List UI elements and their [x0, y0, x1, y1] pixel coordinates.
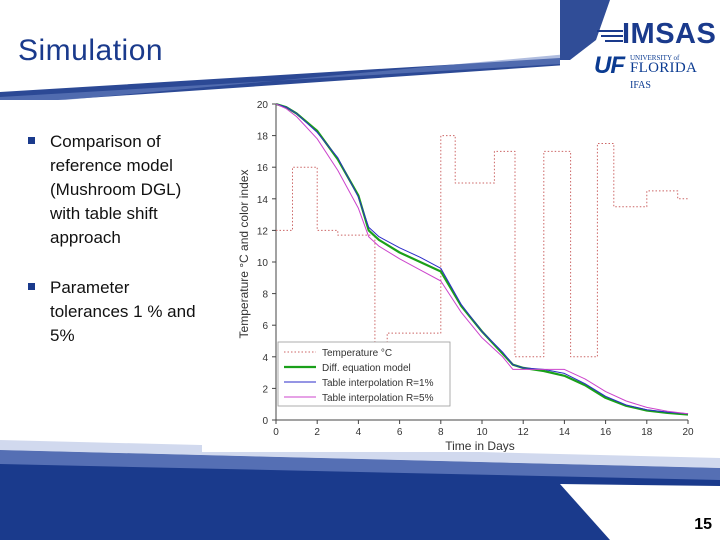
florida-text: FLORIDA	[630, 60, 698, 76]
y-tick-label: 0	[262, 416, 268, 427]
y-tick-label: 8	[262, 290, 268, 301]
x-axis-label: Time in Days	[445, 439, 515, 452]
series-temperature	[276, 135, 688, 358]
bullet-text: Comparison of reference model (Mushroom …	[50, 132, 182, 247]
x-tick-label: 0	[273, 427, 279, 438]
series-table-5pct	[275, 103, 689, 415]
legend-label: Diff. equation model	[322, 363, 411, 374]
x-tick-label: 14	[559, 427, 571, 438]
bullet-item: Parameter tolerances 1 % and 5%	[28, 276, 208, 348]
x-tick-label: 16	[600, 427, 612, 438]
imsas-logo: IMSAS	[622, 18, 717, 50]
bullet-item: Comparison of reference model (Mushroom …	[28, 130, 208, 250]
legend-label: Table interpolation R=5%	[322, 393, 434, 404]
x-tick-label: 4	[356, 427, 362, 438]
x-tick-label: 6	[397, 427, 403, 438]
bullet-square-icon	[28, 283, 35, 290]
x-tick-label: 2	[314, 427, 320, 438]
legend-label: Temperature °C	[322, 348, 392, 359]
ifas-text: IFAS	[630, 80, 651, 91]
imsas-lines-icon	[597, 30, 623, 42]
y-tick-label: 20	[257, 100, 269, 111]
footer-band	[0, 440, 720, 540]
x-tick-label: 10	[476, 427, 488, 438]
slide-title: Simulation	[18, 34, 164, 67]
x-tick-label: 20	[682, 427, 694, 438]
y-tick-label: 10	[257, 258, 269, 269]
y-tick-label: 12	[257, 226, 269, 237]
y-tick-label: 6	[262, 321, 268, 332]
y-axis-label: Temperature °C and color index	[237, 170, 251, 339]
bullet-square-icon	[28, 137, 35, 144]
series-table-1pct	[275, 103, 689, 415]
page-number: 15	[694, 516, 712, 533]
y-tick-label: 14	[257, 195, 269, 206]
y-tick-label: 16	[257, 163, 269, 174]
x-tick-label: 12	[518, 427, 530, 438]
y-tick-label: 2	[262, 384, 268, 395]
university-of-text: UNIVERSITY of	[630, 54, 680, 62]
uf-logo: UF	[594, 52, 625, 79]
chart-panel: Temperature °C and color index Time in D…	[202, 94, 700, 453]
x-tick-label: 18	[641, 427, 653, 438]
y-tick-label: 4	[262, 353, 268, 364]
y-tick-label: 18	[257, 132, 269, 143]
bullet-list: Comparison of reference model (Mushroom …	[28, 130, 208, 374]
legend-label: Table interpolation R=1%	[322, 378, 434, 389]
temperature-chart: Temperature °C and color index Time in D…	[237, 100, 694, 453]
x-tick-label: 8	[438, 427, 444, 438]
bullet-text: Parameter tolerances 1 % and 5%	[50, 278, 196, 345]
legend-box	[277, 341, 451, 407]
header-band	[0, 0, 720, 100]
